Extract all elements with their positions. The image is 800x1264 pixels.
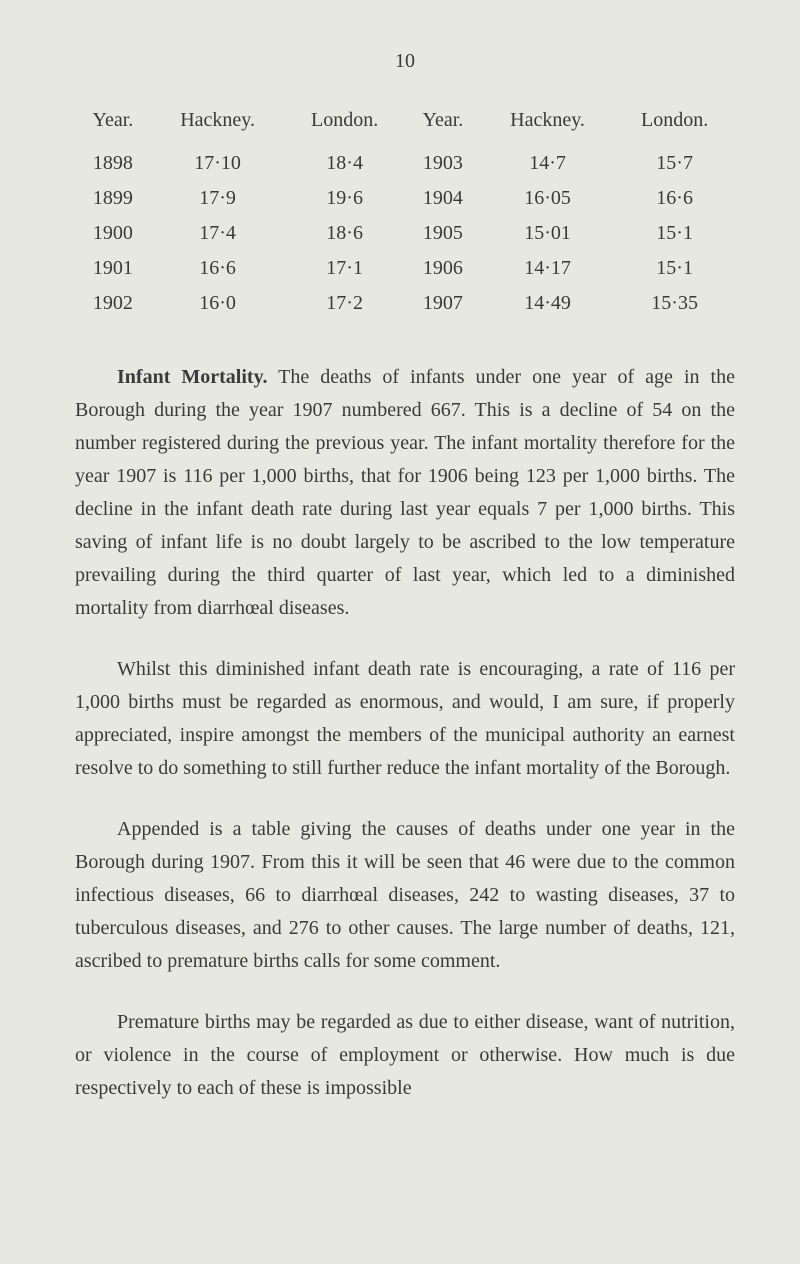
table-cell: 16·6 bbox=[151, 251, 284, 286]
table-cell: 15·01 bbox=[481, 216, 614, 251]
mortality-table: Year. Hackney. London. Year. Hackney. Lo… bbox=[75, 103, 735, 321]
table-cell: 1904 bbox=[405, 181, 481, 216]
table-cell: 15·35 bbox=[614, 286, 735, 321]
paragraph-2: Whilst this diminished infant death rate… bbox=[75, 653, 735, 785]
table-cell: 1903 bbox=[405, 146, 481, 181]
table-cell: 1906 bbox=[405, 251, 481, 286]
table-cell: 18·4 bbox=[284, 146, 405, 181]
table-cell: 15·7 bbox=[614, 146, 735, 181]
col-year-2: Year. bbox=[405, 103, 481, 146]
paragraph-infant-mortality: Infant Mortality. The deaths of infants … bbox=[75, 361, 735, 625]
table-cell: 1899 bbox=[75, 181, 151, 216]
paragraph-3: Appended is a table giving the causes of… bbox=[75, 813, 735, 978]
table-cell: 15·1 bbox=[614, 216, 735, 251]
table-cell: 16·0 bbox=[151, 286, 284, 321]
table-cell: 17·10 bbox=[151, 146, 284, 181]
table-cell: 14·7 bbox=[481, 146, 614, 181]
table-cell: 1901 bbox=[75, 251, 151, 286]
table-cell: 17·4 bbox=[151, 216, 284, 251]
table-cell: 1900 bbox=[75, 216, 151, 251]
table-cell: 19·6 bbox=[284, 181, 405, 216]
table-row: 1901 16·6 17·1 1906 14·17 15·1 bbox=[75, 251, 735, 286]
col-year-1: Year. bbox=[75, 103, 151, 146]
col-london-2: London. bbox=[614, 103, 735, 146]
table-row: 1902 16·0 17·2 1907 14·49 15·35 bbox=[75, 286, 735, 321]
paragraph-4: Premature births may be regarded as due … bbox=[75, 1006, 735, 1105]
table-cell: 14·49 bbox=[481, 286, 614, 321]
table-cell: 14·17 bbox=[481, 251, 614, 286]
col-london-1: London. bbox=[284, 103, 405, 146]
table-header-row: Year. Hackney. London. Year. Hackney. Lo… bbox=[75, 103, 735, 146]
table-cell: 17·2 bbox=[284, 286, 405, 321]
table-cell: 17·1 bbox=[284, 251, 405, 286]
paragraph-text: The deaths of infants under one year of … bbox=[75, 366, 735, 619]
page-number: 10 bbox=[75, 50, 735, 73]
table-cell: 1902 bbox=[75, 286, 151, 321]
table-cell: 18·6 bbox=[284, 216, 405, 251]
table-cell: 1898 bbox=[75, 146, 151, 181]
col-hackney-1: Hackney. bbox=[151, 103, 284, 146]
table-cell: 16·6 bbox=[614, 181, 735, 216]
table-cell: 17·9 bbox=[151, 181, 284, 216]
table-cell: 1907 bbox=[405, 286, 481, 321]
table-row: 1899 17·9 19·6 1904 16·05 16·6 bbox=[75, 181, 735, 216]
table-row: 1900 17·4 18·6 1905 15·01 15·1 bbox=[75, 216, 735, 251]
col-hackney-2: Hackney. bbox=[481, 103, 614, 146]
paragraph-heading: Infant Mortality. bbox=[117, 366, 267, 388]
table-cell: 15·1 bbox=[614, 251, 735, 286]
table-cell: 1905 bbox=[405, 216, 481, 251]
table-cell: 16·05 bbox=[481, 181, 614, 216]
table-row: 1898 17·10 18·4 1903 14·7 15·7 bbox=[75, 146, 735, 181]
